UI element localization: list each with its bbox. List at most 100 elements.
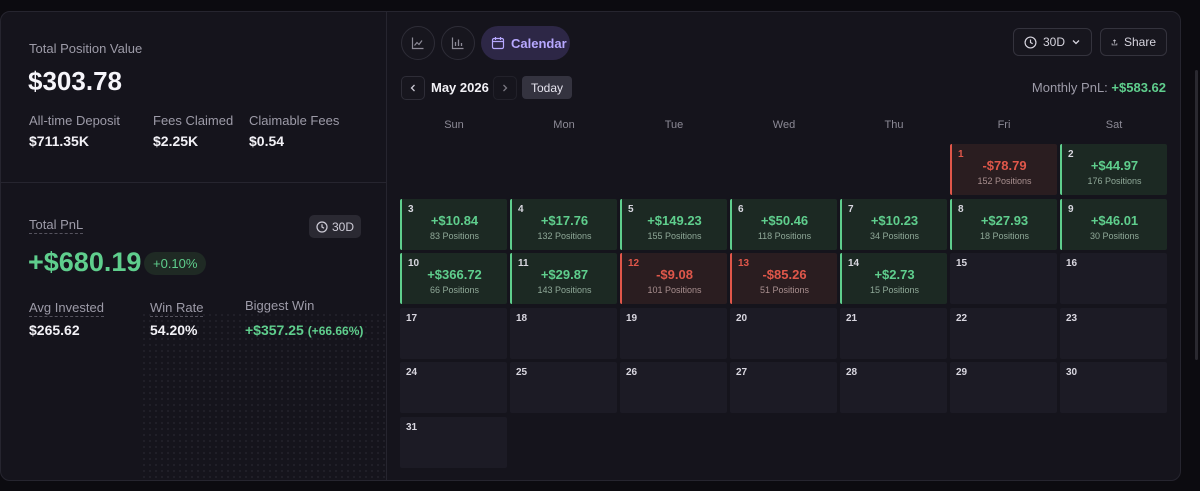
day-number: 25 <box>516 367 528 378</box>
chevron-down-icon <box>1072 40 1080 45</box>
scrollbar-thumb[interactable] <box>1195 70 1198 360</box>
calendar-day-20[interactable]: 20 <box>730 308 837 359</box>
total-position-value: $303.78 <box>28 66 122 96</box>
calendar-day-29[interactable]: 29 <box>950 362 1057 413</box>
calendar-day-13[interactable]: 13 -$85.26 51 Positions <box>730 253 837 304</box>
calendar-day-19[interactable]: 19 <box>620 308 727 359</box>
today-button[interactable]: Today <box>522 76 572 99</box>
day-number: 20 <box>736 313 748 324</box>
calendar-day-3[interactable]: 3 +$10.84 83 Positions <box>400 199 507 250</box>
biggest-win-label: Biggest Win <box>245 298 315 313</box>
share-button[interactable]: Share <box>1100 28 1167 56</box>
total-pnl-pct-badge: +0.10% <box>144 252 207 275</box>
line-chart-view-button[interactable] <box>401 26 435 60</box>
fees-claimed-label: Fees Claimed <box>153 113 234 128</box>
calendar-day-5[interactable]: 5 +$149.23 155 Positions <box>620 199 727 250</box>
line-chart-icon <box>411 37 424 50</box>
bar-chart-view-button[interactable] <box>441 26 475 60</box>
range-select[interactable]: 30D <box>1013 28 1092 56</box>
day-position-count: 30 Positions <box>1089 231 1140 241</box>
day-pnl-amount: -$9.08 <box>656 267 693 282</box>
calendar-day-21[interactable]: 21 <box>840 308 947 359</box>
share-label: Share <box>1123 35 1156 49</box>
day-pnl-amount: +$10.84 <box>430 213 479 228</box>
weekday-sun: Sun <box>444 119 464 131</box>
calendar-day-27[interactable]: 27 <box>730 362 837 413</box>
day-number: 5 <box>628 204 634 215</box>
calendar-day-28[interactable]: 28 <box>840 362 947 413</box>
clock-icon <box>1024 35 1037 49</box>
calendar-day-4[interactable]: 4 +$17.76 132 Positions <box>510 199 617 250</box>
day-position-count: 155 Positions <box>647 231 702 241</box>
day-pnl-amount: +$10.23 <box>870 213 919 228</box>
day-number: 7 <box>848 204 854 215</box>
calendar-day-14[interactable]: 14 +$2.73 15 Positions <box>840 253 947 304</box>
day-position-count: 34 Positions <box>869 231 920 241</box>
day-position-count: 51 Positions <box>759 285 810 295</box>
day-position-count: 152 Positions <box>977 176 1032 186</box>
day-pnl-amount: +$44.97 <box>1090 158 1139 173</box>
day-position-count: 66 Positions <box>429 285 480 295</box>
weekday-mon: Mon <box>553 119 575 131</box>
day-number: 6 <box>738 204 744 215</box>
chevron-left-icon <box>410 84 415 92</box>
weekday-fri: Fri <box>997 119 1011 131</box>
day-number: 30 <box>1066 367 1078 378</box>
month-label: May 2026 <box>431 80 489 95</box>
calendar-day-24[interactable]: 24 <box>400 362 507 413</box>
fees-claimed-value: $2.25K <box>153 133 199 149</box>
calendar-day-18[interactable]: 18 <box>510 308 617 359</box>
day-number: 18 <box>516 313 528 324</box>
bar-chart-icon <box>451 37 464 50</box>
day-number: 9 <box>1068 204 1074 215</box>
day-number: 27 <box>736 367 748 378</box>
total-pnl-value: +$680.19 <box>28 247 142 277</box>
day-position-count: 143 Positions <box>537 285 592 295</box>
total-pnl-label: Total PnL <box>29 217 84 234</box>
calendar-view-label: Calendar <box>511 35 567 51</box>
calendar-day-9[interactable]: 9 +$46.01 30 Positions <box>1060 199 1167 250</box>
calendar-day-6[interactable]: 6 +$50.46 118 Positions <box>730 199 837 250</box>
calendar-day-11[interactable]: 11 +$29.87 143 Positions <box>510 253 617 304</box>
day-pnl-amount: +$50.46 <box>760 213 809 228</box>
calendar-day-10[interactable]: 10 +$366.72 66 Positions <box>400 253 507 304</box>
day-number: 17 <box>406 313 418 324</box>
day-pnl-amount: -$85.26 <box>762 267 807 282</box>
day-number: 13 <box>738 258 750 269</box>
prev-month-button[interactable] <box>401 76 425 100</box>
day-pnl-amount: -$78.79 <box>982 158 1027 173</box>
calendar-day-17[interactable]: 17 <box>400 308 507 359</box>
calendar-day-1[interactable]: 1 -$78.79 152 Positions <box>950 144 1057 195</box>
day-number: 4 <box>518 204 524 215</box>
pnl-range-badge[interactable]: 30D <box>309 215 361 238</box>
day-number: 3 <box>408 204 414 215</box>
day-number: 1 <box>958 149 964 160</box>
weekday-sat: Sat <box>1105 119 1123 131</box>
avg-invested-label: Avg Invested <box>29 300 104 317</box>
calendar-view-button[interactable]: Calendar <box>481 26 570 60</box>
calendar-day-23[interactable]: 23 <box>1060 308 1167 359</box>
weekday-thu: Thu <box>884 119 904 131</box>
calendar-day-15[interactable]: 15 <box>950 253 1057 304</box>
page-scrollbar[interactable] <box>1186 0 1200 491</box>
day-number: 19 <box>626 313 638 324</box>
calendar-day-30[interactable]: 30 <box>1060 362 1167 413</box>
calendar-day-16[interactable]: 16 <box>1060 253 1167 304</box>
calendar-day-12[interactable]: 12 -$9.08 101 Positions <box>620 253 727 304</box>
monthly-pnl-label: Monthly PnL: <box>1031 80 1108 95</box>
pnl-card: Total Position Value $303.78 All-time De… <box>0 11 1181 481</box>
day-pnl-amount: +$27.93 <box>980 213 1029 228</box>
calendar-day-26[interactable]: 26 <box>620 362 727 413</box>
next-month-button[interactable] <box>493 76 517 100</box>
calendar-icon <box>491 37 505 50</box>
calendar-day-31[interactable]: 31 <box>400 417 507 468</box>
day-position-count: 18 Positions <box>979 231 1030 241</box>
calendar-day-7[interactable]: 7 +$10.23 34 Positions <box>840 199 947 250</box>
day-number: 28 <box>846 367 858 378</box>
calendar-day-25[interactable]: 25 <box>510 362 617 413</box>
calendar-day-2[interactable]: 2 +$44.97 176 Positions <box>1060 144 1167 195</box>
calendar-day-8[interactable]: 8 +$27.93 18 Positions <box>950 199 1057 250</box>
calendar-day-22[interactable]: 22 <box>950 308 1057 359</box>
day-position-count: 176 Positions <box>1087 176 1142 186</box>
total-position-value-label: Total Position Value <box>29 41 143 56</box>
